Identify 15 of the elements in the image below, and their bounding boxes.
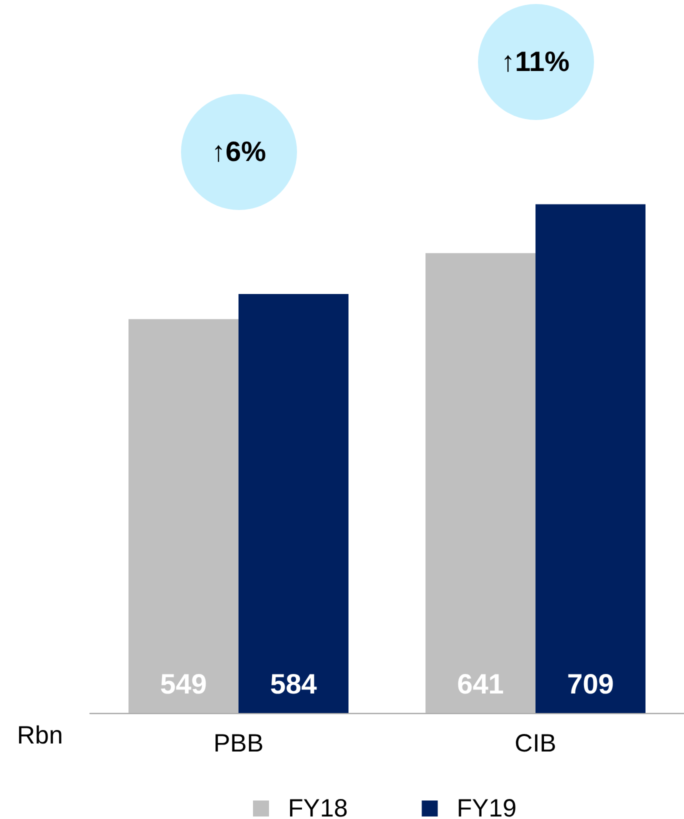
data-label: 641 [457,668,504,700]
text: ↑6% [212,136,266,168]
legend-label: FY18 [288,794,348,819]
data-label: 709 [567,668,614,700]
bar [128,319,238,713]
bar [536,204,646,713]
data-label: 584 [270,668,318,700]
text: ↑11% [501,46,570,78]
x-tick-label: CIB [514,730,556,758]
bar [426,253,536,713]
bar [238,294,348,713]
x-tick-label: PBB [213,730,264,758]
y-axis-title: Rbn [17,722,63,750]
data-label: 549 [160,668,207,700]
legend-label: FY19 [456,794,517,819]
